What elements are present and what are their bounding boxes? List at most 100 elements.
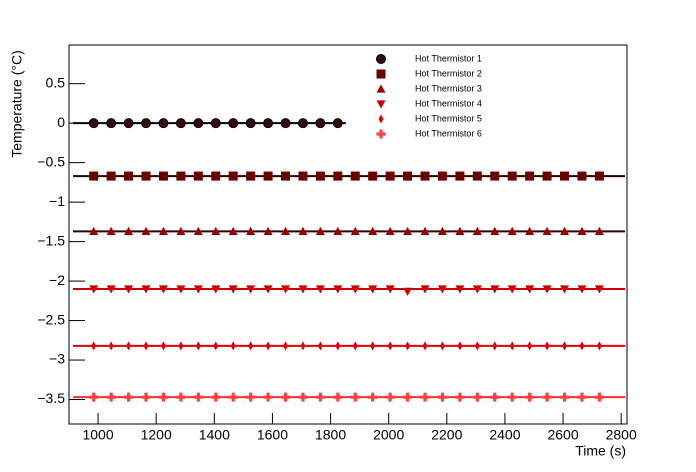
marker (193, 171, 203, 181)
marker (213, 341, 219, 351)
x-tick-label: 2600 (547, 427, 578, 443)
marker (542, 171, 552, 181)
marker (317, 341, 323, 351)
marker (333, 285, 343, 294)
legend-marker (378, 114, 384, 124)
legend-label: Hot Thermistor 1 (415, 53, 482, 63)
marker (230, 341, 236, 351)
marker (507, 285, 517, 294)
marker (228, 392, 238, 402)
legend-marker (376, 129, 386, 139)
marker (175, 118, 186, 129)
marker (124, 171, 134, 181)
marker (457, 341, 463, 351)
marker (298, 285, 308, 294)
marker (160, 341, 166, 351)
marker (158, 392, 168, 402)
marker (335, 341, 341, 351)
marker (403, 392, 413, 402)
marker (108, 341, 114, 351)
legend-marker (376, 84, 386, 93)
marker (455, 226, 465, 235)
marker (298, 171, 308, 181)
marker (178, 341, 184, 351)
marker (126, 341, 132, 351)
marker (385, 171, 395, 181)
marker (527, 341, 533, 351)
x-tick-label: 2200 (431, 427, 462, 443)
marker (176, 226, 186, 235)
marker (437, 285, 447, 294)
y-axis-label: Temperature (°C) (9, 50, 25, 158)
marker (472, 285, 482, 294)
marker (89, 226, 99, 235)
marker (263, 226, 273, 235)
marker (352, 341, 358, 351)
marker (263, 118, 274, 129)
marker (106, 226, 116, 235)
marker (544, 341, 550, 351)
marker (403, 171, 413, 181)
marker (89, 392, 99, 402)
marker (350, 285, 360, 294)
marker (387, 341, 393, 351)
marker (263, 392, 273, 402)
marker (315, 392, 325, 402)
marker (509, 341, 515, 351)
marker (300, 341, 306, 351)
legend-label: Hot Thermistor 4 (415, 98, 482, 108)
y-tick-label: 0 (57, 114, 65, 130)
marker (350, 392, 360, 402)
y-tick-label: −1.5 (37, 232, 65, 248)
marker (437, 171, 447, 181)
marker (248, 341, 254, 351)
marker (106, 392, 116, 402)
marker (472, 392, 482, 402)
marker (577, 285, 587, 294)
marker (297, 118, 308, 129)
marker (577, 392, 587, 402)
legend-marker (376, 54, 386, 64)
marker (298, 392, 308, 402)
marker (246, 226, 256, 235)
marker (315, 285, 325, 294)
marker (594, 171, 604, 181)
marker (385, 392, 395, 402)
marker (228, 118, 239, 129)
marker (577, 226, 587, 235)
x-tick-label: 1400 (199, 427, 230, 443)
legend-marker (376, 100, 386, 109)
marker (403, 287, 413, 296)
marker (472, 171, 482, 181)
marker (368, 392, 378, 402)
marker (507, 226, 517, 235)
marker (542, 392, 552, 402)
marker (525, 171, 535, 181)
marker (141, 285, 151, 294)
x-tick-label: 1600 (257, 427, 288, 443)
marker (245, 118, 256, 129)
marker (472, 226, 482, 235)
marker (91, 341, 97, 351)
marker (368, 226, 378, 235)
marker (124, 226, 134, 235)
marker (158, 285, 168, 294)
marker (525, 285, 535, 294)
marker (211, 285, 221, 294)
marker (193, 392, 203, 402)
marker (263, 285, 273, 294)
marker (281, 226, 291, 235)
marker (542, 226, 552, 235)
marker (280, 118, 291, 129)
marker (281, 392, 291, 402)
marker (211, 392, 221, 402)
marker (490, 392, 500, 402)
legend-label: Hot Thermistor 6 (415, 128, 482, 138)
marker (333, 171, 343, 181)
marker (560, 285, 570, 294)
marker (141, 118, 152, 129)
x-tick-label: 1200 (141, 427, 172, 443)
marker (89, 171, 99, 181)
marker (211, 226, 221, 235)
